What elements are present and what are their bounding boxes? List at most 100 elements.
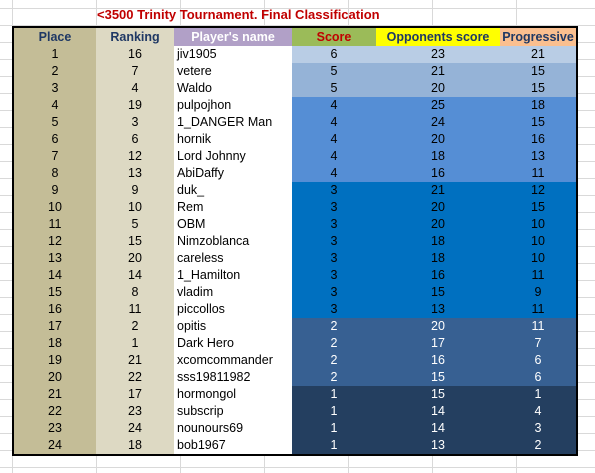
cell-opp[interactable]: 21 [376, 63, 500, 80]
cell-score[interactable]: 3 [292, 267, 376, 284]
cell-ranking[interactable]: 14 [96, 267, 174, 284]
cell-score[interactable]: 3 [292, 233, 376, 250]
cell-opp[interactable]: 20 [376, 318, 500, 335]
cell-prog[interactable]: 11 [500, 318, 576, 335]
cell-prog[interactable]: 15 [500, 80, 576, 97]
cell-score[interactable]: 3 [292, 182, 376, 199]
cell-score[interactable]: 3 [292, 216, 376, 233]
cell-ranking[interactable]: 2 [96, 318, 174, 335]
cell-opp[interactable]: 20 [376, 216, 500, 233]
cell-opp[interactable]: 20 [376, 131, 500, 148]
cell-name[interactable]: careless [174, 250, 292, 267]
cell-place[interactable]: 24 [14, 437, 96, 454]
cell-place[interactable]: 6 [14, 131, 96, 148]
header-progressive[interactable]: Progressive [500, 28, 576, 46]
cell-name[interactable]: Rem [174, 199, 292, 216]
cell-prog[interactable]: 6 [500, 352, 576, 369]
cell-score[interactable]: 1 [292, 403, 376, 420]
sheet-title[interactable]: <3500 Trinity Tournament. Final Classifi… [97, 7, 380, 22]
cell-ranking[interactable]: 9 [96, 182, 174, 199]
cell-ranking[interactable]: 19 [96, 97, 174, 114]
cell-score[interactable]: 1 [292, 437, 376, 454]
cell-place[interactable]: 14 [14, 267, 96, 284]
cell-place[interactable]: 10 [14, 199, 96, 216]
cell-prog[interactable]: 15 [500, 199, 576, 216]
cell-ranking[interactable]: 5 [96, 216, 174, 233]
cell-prog[interactable]: 10 [500, 216, 576, 233]
cell-opp[interactable]: 21 [376, 182, 500, 199]
header-ranking[interactable]: Ranking [96, 28, 174, 46]
cell-opp[interactable]: 18 [376, 233, 500, 250]
header-opponents-score[interactable]: Opponents score [376, 28, 500, 46]
cell-prog[interactable]: 18 [500, 97, 576, 114]
cell-place[interactable]: 16 [14, 301, 96, 318]
cell-score[interactable]: 2 [292, 335, 376, 352]
cell-place[interactable]: 15 [14, 284, 96, 301]
header-player-name[interactable]: Player's name [174, 28, 292, 46]
cell-opp[interactable]: 14 [376, 420, 500, 437]
cell-opp[interactable]: 15 [376, 386, 500, 403]
cell-ranking[interactable]: 8 [96, 284, 174, 301]
cell-score[interactable]: 2 [292, 369, 376, 386]
cell-ranking[interactable]: 7 [96, 63, 174, 80]
cell-name[interactable]: Lord Johnny [174, 148, 292, 165]
cell-prog[interactable]: 10 [500, 250, 576, 267]
cell-score[interactable]: 1 [292, 420, 376, 437]
header-place[interactable]: Place [14, 28, 96, 46]
cell-prog[interactable]: 21 [500, 46, 576, 63]
cell-name[interactable]: vetere [174, 63, 292, 80]
cell-opp[interactable]: 15 [376, 369, 500, 386]
cell-ranking[interactable]: 22 [96, 369, 174, 386]
cell-ranking[interactable]: 13 [96, 165, 174, 182]
cell-place[interactable]: 13 [14, 250, 96, 267]
cell-opp[interactable]: 24 [376, 114, 500, 131]
cell-name[interactable]: opitis [174, 318, 292, 335]
cell-prog[interactable]: 1 [500, 386, 576, 403]
cell-opp[interactable]: 13 [376, 301, 500, 318]
cell-prog[interactable]: 15 [500, 114, 576, 131]
cell-score[interactable]: 3 [292, 199, 376, 216]
cell-score[interactable]: 3 [292, 301, 376, 318]
cell-ranking[interactable]: 23 [96, 403, 174, 420]
cell-place[interactable]: 3 [14, 80, 96, 97]
cell-prog[interactable]: 15 [500, 63, 576, 80]
cell-ranking[interactable]: 4 [96, 80, 174, 97]
cell-name[interactable]: hornik [174, 131, 292, 148]
cell-name[interactable]: AbiDaffy [174, 165, 292, 182]
header-score[interactable]: Score [292, 28, 376, 46]
cell-opp[interactable]: 17 [376, 335, 500, 352]
cell-name[interactable]: bob1967 [174, 437, 292, 454]
cell-prog[interactable]: 13 [500, 148, 576, 165]
cell-name[interactable]: 1_Hamilton [174, 267, 292, 284]
cell-prog[interactable]: 4 [500, 403, 576, 420]
cell-name[interactable]: vladim [174, 284, 292, 301]
cell-score[interactable]: 6 [292, 46, 376, 63]
cell-place[interactable]: 23 [14, 420, 96, 437]
cell-score[interactable]: 1 [292, 386, 376, 403]
cell-place[interactable]: 4 [14, 97, 96, 114]
cell-name[interactable]: duk_ [174, 182, 292, 199]
cell-prog[interactable]: 11 [500, 267, 576, 284]
cell-score[interactable]: 2 [292, 352, 376, 369]
cell-place[interactable]: 20 [14, 369, 96, 386]
cell-score[interactable]: 4 [292, 97, 376, 114]
cell-score[interactable]: 4 [292, 165, 376, 182]
cell-opp[interactable]: 18 [376, 250, 500, 267]
cell-place[interactable]: 21 [14, 386, 96, 403]
cell-ranking[interactable]: 3 [96, 114, 174, 131]
cell-place[interactable]: 5 [14, 114, 96, 131]
cell-place[interactable]: 18 [14, 335, 96, 352]
cell-place[interactable]: 11 [14, 216, 96, 233]
cell-place[interactable]: 7 [14, 148, 96, 165]
cell-name[interactable]: nounours69 [174, 420, 292, 437]
cell-ranking[interactable]: 11 [96, 301, 174, 318]
cell-opp[interactable]: 16 [376, 352, 500, 369]
cell-place[interactable]: 12 [14, 233, 96, 250]
cell-ranking[interactable]: 20 [96, 250, 174, 267]
cell-place[interactable]: 19 [14, 352, 96, 369]
cell-opp[interactable]: 13 [376, 437, 500, 454]
cell-ranking[interactable]: 10 [96, 199, 174, 216]
cell-prog[interactable]: 12 [500, 182, 576, 199]
cell-prog[interactable]: 3 [500, 420, 576, 437]
cell-name[interactable]: 1_DANGER Man [174, 114, 292, 131]
